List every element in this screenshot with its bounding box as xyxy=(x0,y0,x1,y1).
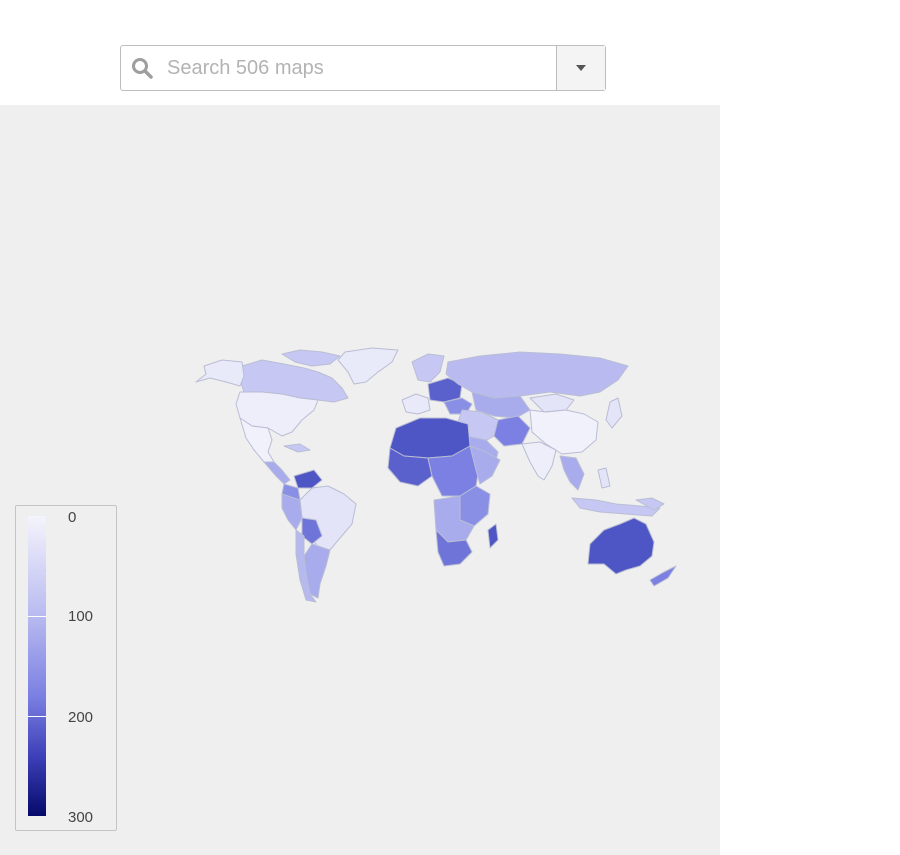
legend-label-max: 300 xyxy=(68,809,94,826)
new-zealand xyxy=(649,565,677,587)
legend-color-scale xyxy=(28,516,46,816)
russia xyxy=(445,351,629,399)
map-search-bar xyxy=(120,45,606,91)
horn-of-africa xyxy=(469,445,501,485)
australia xyxy=(587,517,655,575)
iran-afghanistan xyxy=(493,415,531,447)
japan xyxy=(605,397,623,429)
legend-tick xyxy=(28,716,46,717)
madagascar xyxy=(487,523,499,549)
china xyxy=(529,409,599,455)
bolivia xyxy=(301,517,323,545)
world-map xyxy=(195,347,677,603)
world-map-area: 0 100 200 300 xyxy=(0,105,720,855)
legend-label-100: 100 xyxy=(68,608,94,625)
chile xyxy=(295,529,317,603)
central-asia xyxy=(471,391,531,419)
greenland xyxy=(337,347,399,385)
north-africa xyxy=(389,417,471,459)
philippines xyxy=(597,467,611,489)
central-america xyxy=(263,461,291,485)
west-africa xyxy=(387,447,433,487)
legend-label-200: 200 xyxy=(68,709,94,726)
scandinavia xyxy=(411,353,445,383)
western-europe xyxy=(401,393,431,415)
mexico xyxy=(239,417,275,463)
mongolia xyxy=(529,393,575,413)
alaska xyxy=(195,359,245,387)
search-input[interactable] xyxy=(163,46,556,90)
southern-africa xyxy=(435,529,473,567)
legend-label-min: 0 xyxy=(68,509,77,526)
caribbean xyxy=(283,443,311,453)
new-guinea xyxy=(635,497,665,511)
india xyxy=(521,441,557,481)
canada-arctic-islands xyxy=(281,349,341,367)
venezuela xyxy=(293,469,323,489)
dropdown-button[interactable] xyxy=(556,46,605,90)
indonesia xyxy=(571,497,661,517)
search-icon xyxy=(121,46,163,90)
legend-tick xyxy=(28,616,46,617)
caret-down-icon xyxy=(576,65,586,71)
color-legend: 0 100 200 300 xyxy=(15,505,117,831)
peru xyxy=(281,493,303,531)
southeast-asia xyxy=(559,455,585,491)
